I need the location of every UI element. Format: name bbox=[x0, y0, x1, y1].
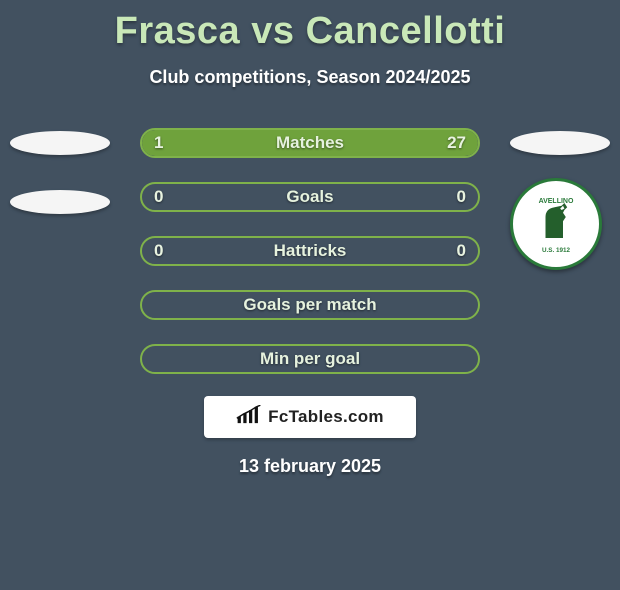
date: 13 february 2025 bbox=[0, 456, 620, 477]
svg-text:U.S. 1912: U.S. 1912 bbox=[542, 247, 571, 254]
stat-bar: Goals per match bbox=[140, 290, 480, 320]
stat-value-left: 0 bbox=[154, 187, 163, 207]
team-left-logo-slot bbox=[8, 182, 112, 222]
bar-chart-icon bbox=[236, 405, 262, 430]
stat-bar: 1 Matches 27 bbox=[140, 128, 480, 158]
stat-row-min-per-goal: Min per goal bbox=[0, 342, 620, 376]
stat-value-right: 27 bbox=[447, 133, 466, 153]
stat-bar: 0 Hattricks 0 bbox=[140, 236, 480, 266]
stat-value-right: 0 bbox=[457, 241, 466, 261]
stat-row-goals-per-match: Goals per match bbox=[0, 288, 620, 322]
club-badge-icon: AVELLINO U.S. 1912 bbox=[510, 178, 602, 270]
page-title: Frasca vs Cancellotti bbox=[0, 10, 620, 53]
stat-value-left: 1 bbox=[154, 133, 163, 153]
brand-badge[interactable]: FcTables.com bbox=[204, 396, 416, 438]
stat-value-left: 0 bbox=[154, 241, 163, 261]
stat-label: Goals per match bbox=[142, 295, 478, 315]
stat-row-matches: 1 Matches 27 bbox=[0, 126, 620, 160]
placeholder-ellipse-icon bbox=[10, 190, 110, 214]
subtitle: Club competitions, Season 2024/2025 bbox=[0, 67, 620, 88]
stat-label: Hattricks bbox=[142, 241, 478, 261]
placeholder-ellipse-icon bbox=[10, 131, 110, 155]
stat-label: Matches bbox=[142, 133, 478, 153]
stat-label: Goals bbox=[142, 187, 478, 207]
stat-value-right: 0 bbox=[457, 187, 466, 207]
svg-text:AVELLINO: AVELLINO bbox=[539, 198, 574, 205]
stat-bar: Min per goal bbox=[140, 344, 480, 374]
placeholder-ellipse-icon bbox=[510, 131, 610, 155]
team-right-logo-slot bbox=[508, 123, 612, 163]
team-left-logo-slot bbox=[8, 123, 112, 163]
stat-label: Min per goal bbox=[142, 349, 478, 369]
brand-text: FcTables.com bbox=[268, 407, 384, 427]
stat-bar: 0 Goals 0 bbox=[140, 182, 480, 212]
